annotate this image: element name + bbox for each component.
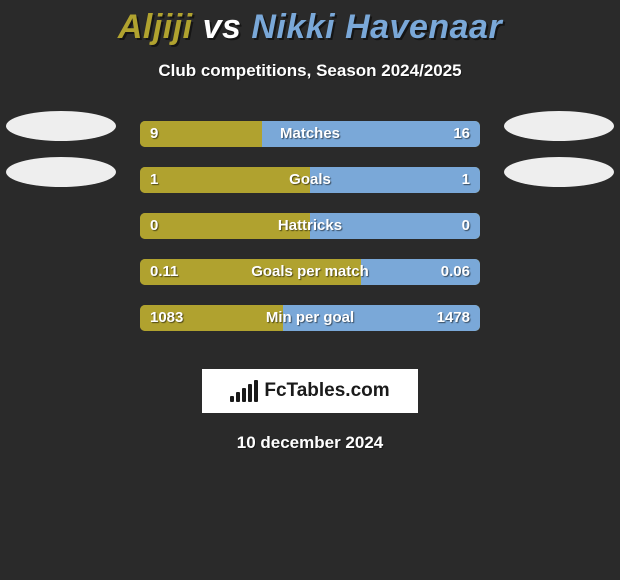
stat-label: Matches [140, 121, 480, 147]
stat-bar: 0.110.06Goals per match [140, 259, 480, 285]
stat-row: 0.110.06Goals per match [0, 249, 620, 295]
stat-label: Goals [140, 167, 480, 193]
player1-club-pill [6, 111, 116, 141]
stat-row: 10831478Min per goal [0, 295, 620, 341]
page-title: Aljiji vs Nikki Havenaar [0, 0, 620, 47]
stat-row: 11Goals [0, 157, 620, 203]
player2-club-pill [504, 111, 614, 141]
footer-date: 10 december 2024 [0, 433, 620, 453]
stat-label: Hattricks [140, 213, 480, 239]
player2-club-pill [504, 157, 614, 187]
stat-bar: 916Matches [140, 121, 480, 147]
brand-text: FcTables.com [264, 380, 389, 402]
stat-bar: 11Goals [140, 167, 480, 193]
brand-badge: FcTables.com [202, 369, 418, 413]
subtitle: Club competitions, Season 2024/2025 [0, 61, 620, 81]
chart-icon [230, 380, 258, 402]
stat-rows: 916Matches 11Goals 00Hattricks 0.110.06Goal… [0, 111, 620, 341]
player1-club-pill [6, 157, 116, 187]
stat-bar: 10831478Min per goal [140, 305, 480, 331]
title-player1: Aljiji [118, 8, 193, 46]
stat-row: 916Matches [0, 111, 620, 157]
stat-label: Goals per match [140, 259, 480, 285]
stat-label: Min per goal [140, 305, 480, 331]
title-vs: vs [203, 8, 242, 46]
stat-bar: 00Hattricks [140, 213, 480, 239]
title-player2: Nikki Havenaar [251, 8, 502, 46]
stat-row: 00Hattricks [0, 203, 620, 249]
